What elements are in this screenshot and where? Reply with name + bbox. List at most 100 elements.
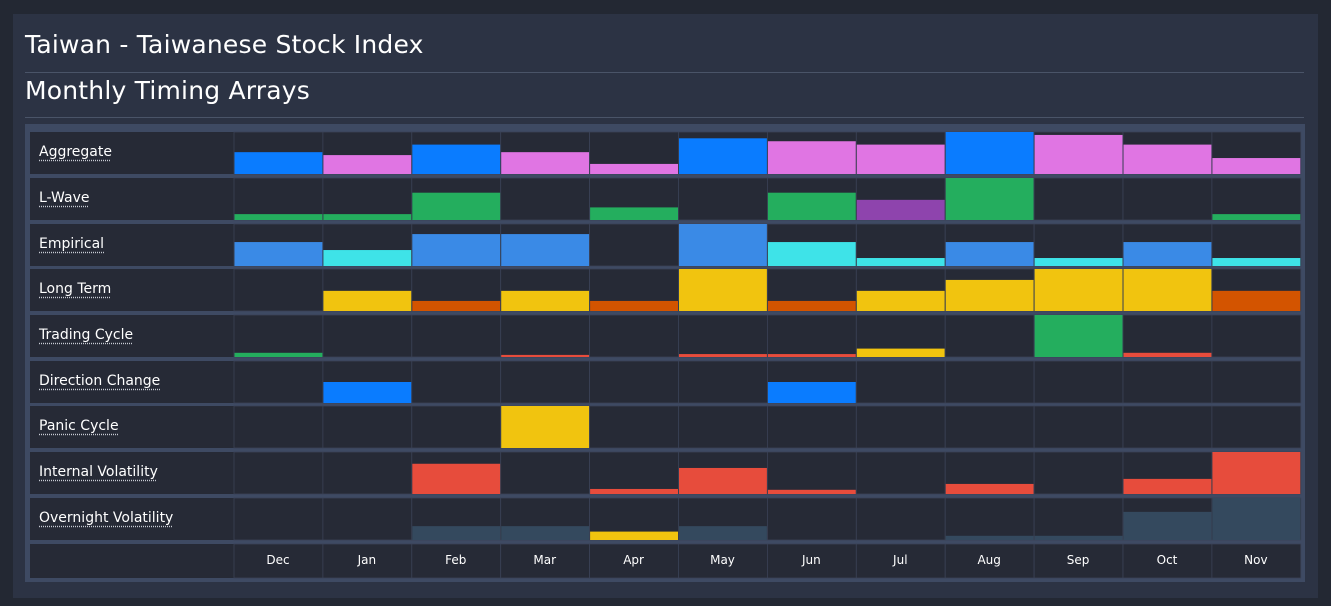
- cell-trading-cycle-may: [678, 314, 768, 358]
- row-label-trading-cycle[interactable]: Trading Cycle: [39, 327, 134, 343]
- bar-internal-volatility-apr: [590, 488, 678, 494]
- bar-aggregate-dec: [234, 152, 323, 174]
- cell-internal-volatility-mar: [500, 451, 591, 495]
- bar-internal-volatility-nov: [1212, 452, 1301, 494]
- month-label-sep: Sep: [1066, 553, 1090, 567]
- axis-cell-apr: [589, 543, 679, 579]
- axis-cell-mar: [500, 543, 591, 579]
- cell-trading-cycle-nov: [1211, 314, 1302, 358]
- cell-panic-cycle-jul: [855, 405, 946, 449]
- bar-empirical-dec: [234, 242, 323, 266]
- page-title: Taiwan - Taiwanese Stock Index: [25, 30, 424, 59]
- bar-internal-volatility-aug: [945, 483, 1034, 494]
- month-label-may: May: [710, 553, 735, 567]
- month-label-jan: Jan: [357, 553, 377, 567]
- cell-trading-cycle-aug: [944, 314, 1035, 358]
- bar-long-term-oct: [1123, 269, 1212, 311]
- cell-internal-volatility-jun: [767, 451, 857, 495]
- bar-l-wave-nov: [1212, 214, 1301, 220]
- bar-l-wave-dec: [234, 214, 323, 220]
- row-label-aggregate[interactable]: Aggregate: [39, 144, 112, 160]
- cell-internal-volatility-dec: [233, 451, 324, 495]
- bar-empirical-oct: [1123, 242, 1212, 266]
- cell-panic-cycle-apr: [589, 405, 679, 449]
- bar-trading-cycle-dec: [234, 352, 323, 357]
- cell-l-wave-dec: [233, 177, 324, 221]
- row-label-cell-aggregate: [30, 132, 234, 174]
- bar-aggregate-apr: [590, 163, 678, 174]
- cell-trading-cycle-oct: [1122, 314, 1213, 358]
- axis-cell-feb: [411, 543, 502, 579]
- cell-overnight-volatility-dec: [233, 497, 324, 541]
- bar-aggregate-oct: [1123, 144, 1212, 174]
- axis-cell-nov: [1211, 543, 1302, 579]
- bar-l-wave-jun: [767, 192, 856, 220]
- bar-empirical-jun: [767, 242, 856, 266]
- cell-l-wave-mar: [500, 177, 591, 221]
- cell-l-wave-may: [678, 177, 768, 221]
- row-label-cell-internal-volatility: [30, 452, 234, 494]
- bar-internal-volatility-feb: [412, 463, 501, 494]
- subtitle-divider: [25, 117, 1304, 118]
- cell-internal-volatility-jul: [855, 451, 946, 495]
- axis-cell-jul: [855, 543, 946, 579]
- month-label-aug: Aug: [977, 553, 1001, 567]
- cell-direction-change-apr: [589, 360, 679, 404]
- bar-internal-volatility-may: [679, 467, 767, 494]
- bar-trading-cycle-jul: [856, 348, 945, 357]
- bar-long-term-aug: [945, 279, 1034, 311]
- cell-l-wave-nov: [1211, 177, 1302, 221]
- row-label-direction-change[interactable]: Direction Change: [39, 373, 161, 389]
- axis-cell-oct: [1122, 543, 1213, 579]
- timing-array-heatmap: [25, 124, 1305, 582]
- row-label-cell-overnight-volatility: [30, 498, 234, 540]
- month-label-jul: Jul: [893, 553, 908, 567]
- bar-overnight-volatility-feb: [412, 526, 501, 540]
- bar-internal-volatility-jun: [767, 489, 856, 494]
- month-label-feb: Feb: [445, 553, 467, 567]
- row-label-empirical[interactable]: Empirical: [39, 236, 105, 252]
- row-label-long-term[interactable]: Long Term: [39, 281, 112, 297]
- cell-overnight-volatility-jan: [322, 497, 413, 541]
- cell-overnight-volatility-aug: [944, 497, 1035, 541]
- month-label-oct: Oct: [1156, 553, 1178, 567]
- bar-empirical-aug: [945, 242, 1034, 266]
- cell-panic-cycle-sep: [1033, 405, 1124, 449]
- row-label-internal-volatility[interactable]: Internal Volatility: [39, 464, 158, 480]
- chart-subtitle: Monthly Timing Arrays: [25, 76, 311, 105]
- bar-empirical-nov: [1212, 258, 1301, 266]
- axis-cell-jan: [322, 543, 413, 579]
- row-label-overnight-volatility[interactable]: Overnight Volatility: [39, 510, 174, 526]
- bar-overnight-volatility-may: [679, 526, 767, 540]
- cell-long-term-dec: [233, 268, 324, 312]
- cell-l-wave-jan: [322, 177, 413, 221]
- axis-cell-aug: [944, 543, 1035, 579]
- month-label-jun: Jun: [802, 553, 821, 567]
- bar-l-wave-feb: [412, 192, 501, 220]
- bar-empirical-sep: [1034, 258, 1123, 266]
- cell-overnight-volatility-jun: [767, 497, 857, 541]
- row-label-l-wave[interactable]: L-Wave: [39, 190, 90, 206]
- bar-trading-cycle-oct: [1123, 352, 1212, 357]
- bar-long-term-apr: [590, 300, 678, 311]
- bar-long-term-may: [679, 269, 767, 311]
- bar-empirical-jul: [856, 258, 945, 266]
- cell-empirical-apr: [589, 223, 679, 267]
- bar-trading-cycle-may: [679, 354, 767, 357]
- bar-aggregate-jul: [856, 144, 945, 174]
- row-label-cell-trading-cycle: [30, 315, 234, 357]
- cell-direction-change-dec: [233, 360, 324, 404]
- bar-overnight-volatility-mar: [501, 526, 590, 540]
- bar-l-wave-apr: [590, 207, 678, 220]
- bar-long-term-jun: [767, 300, 856, 311]
- bar-long-term-jul: [856, 290, 945, 311]
- cell-l-wave-sep: [1033, 177, 1124, 221]
- row-label-panic-cycle[interactable]: Panic Cycle: [39, 418, 119, 434]
- bar-aggregate-feb: [412, 144, 501, 174]
- bar-aggregate-aug: [945, 132, 1034, 174]
- bar-empirical-may: [679, 224, 767, 266]
- cell-panic-cycle-jan: [322, 405, 413, 449]
- bar-aggregate-may: [679, 138, 767, 174]
- cell-direction-change-mar: [500, 360, 591, 404]
- cell-direction-change-oct: [1122, 360, 1213, 404]
